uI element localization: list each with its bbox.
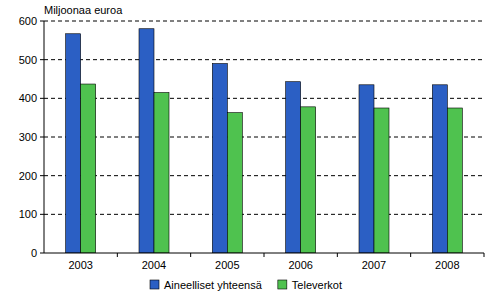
legend: Aineelliset yhteensä Televerkot: [150, 279, 342, 291]
y-tick-label: 500: [19, 54, 37, 66]
x-tick-label: 2008: [435, 259, 459, 271]
y-axis-label: Miljoonaa euroa: [44, 4, 123, 16]
y-tick: [40, 214, 44, 215]
x-tick-label: 2007: [362, 259, 386, 271]
chart-svg: Miljoonaa euroa 0 100 200 300 400 500 600 2003 20…: [0, 0, 493, 299]
grid-line: [44, 137, 484, 138]
x-tick: [337, 253, 338, 257]
x-tick: [190, 253, 191, 257]
bar: [212, 64, 227, 253]
bar: [374, 108, 389, 253]
x-tick: [410, 253, 411, 257]
bar: [154, 93, 169, 253]
bars: [66, 29, 463, 253]
y-tick-label: 400: [19, 92, 37, 104]
bar: [359, 85, 374, 253]
legend-label: Aineelliset yhteensä: [164, 279, 263, 291]
y-tick-label: 200: [19, 170, 37, 182]
x-tick: [484, 253, 485, 257]
y-axis: [44, 21, 45, 253]
x-tick: [264, 253, 265, 257]
y-tick: [40, 98, 44, 99]
x-tick-label: 2003: [68, 259, 92, 271]
bar: [81, 84, 96, 253]
legend-label: Televerkot: [292, 279, 342, 291]
x-tick-label: 2005: [215, 259, 239, 271]
bar: [286, 82, 301, 253]
bar: [139, 29, 154, 253]
bar: [66, 34, 81, 253]
legend-swatch: [278, 280, 287, 289]
bar: [301, 107, 316, 253]
x-tick-label: 2004: [142, 259, 166, 271]
y-tick-label: 100: [19, 208, 37, 220]
grid-line: [44, 214, 484, 215]
y-tick: [40, 137, 44, 138]
x-tick-label: 2006: [288, 259, 312, 271]
y-tick-label: 600: [19, 15, 37, 27]
y-tick-label: 300: [19, 131, 37, 143]
legend-swatch: [150, 280, 159, 289]
y-tick: [40, 253, 44, 254]
bar: [227, 113, 242, 253]
bar: [432, 85, 447, 253]
bar: [447, 108, 462, 253]
grid-line: [44, 98, 484, 99]
chart-container: Miljoonaa euroa 0 100 200 300 400 500 600 2003 20…: [0, 0, 493, 299]
y-tick-label: 0: [31, 247, 37, 259]
grid-line: [44, 59, 484, 60]
x-tick: [117, 253, 118, 257]
grid-line: [44, 175, 484, 176]
grid-line: [44, 21, 484, 22]
y-tick: [40, 21, 44, 22]
y-tick: [40, 175, 44, 176]
y-tick: [40, 59, 44, 60]
